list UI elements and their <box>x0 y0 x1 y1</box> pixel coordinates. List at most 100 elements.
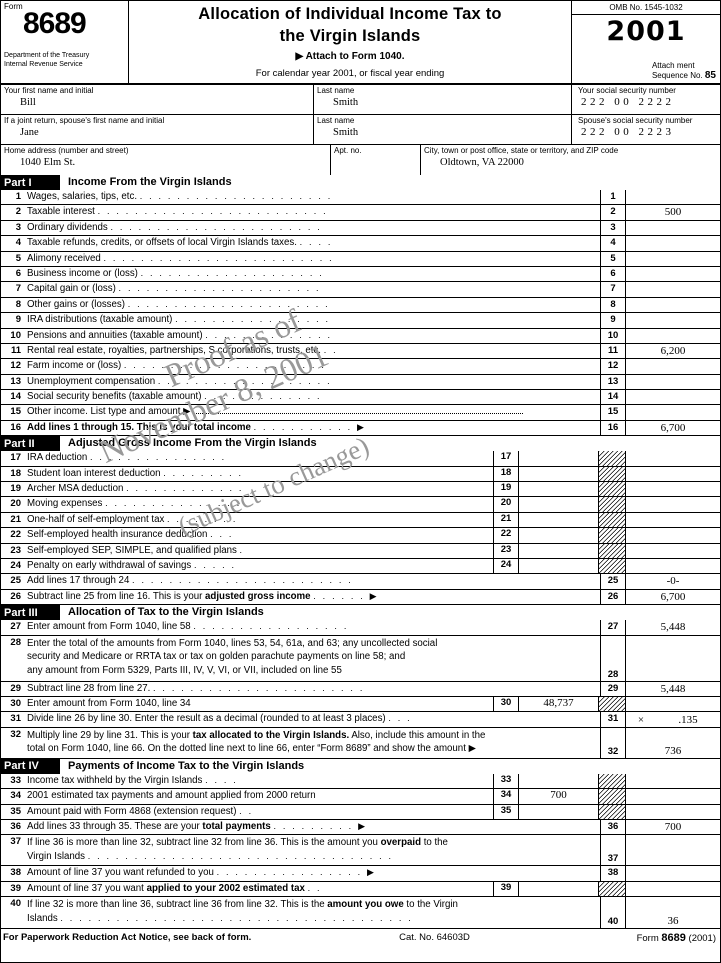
ssn-field[interactable]: Your social security number 222 00 2222 <box>572 85 720 114</box>
footer-form-number: 8689 <box>661 931 686 944</box>
shaded-cell <box>599 451 626 466</box>
line-sub-amount[interactable] <box>519 881 599 897</box>
line-box-number: 26 <box>600 589 626 605</box>
sequence-number: 85 <box>704 69 716 81</box>
line-amount[interactable]: 6,700 <box>660 421 686 434</box>
line-row: 24 Penalty on early withdrawal of savings… <box>1 558 720 575</box>
line-sub-amount[interactable] <box>519 497 599 512</box>
line-amount[interactable]: 736 <box>664 744 682 757</box>
line-text: Amount of line 37 you want applied to yo… <box>27 882 305 894</box>
home-address-label: Home address (number and street) <box>4 146 129 155</box>
line-amount[interactable]: × .135 <box>626 712 720 726</box>
line-number: 7 <box>15 283 21 295</box>
line-number: 36 <box>10 820 21 832</box>
line-row: 32 Multiply line 29 by line 31. This is … <box>1 727 720 759</box>
part-3-lines: 27 Enter amount from Form 1040, line 58 .… <box>1 620 720 759</box>
line-sub-amount[interactable] <box>519 512 599 528</box>
line-amount[interactable] <box>626 636 720 681</box>
apt-field[interactable]: Apt. no. <box>331 145 421 175</box>
first-name-label: Your first name and initial <box>4 86 94 95</box>
line-leader: . . . . . . . . . . . . . . . <box>90 452 227 463</box>
first-name-value: Bill <box>20 97 36 108</box>
taxpayer-name-row: Your first name and initial Bill Last na… <box>1 85 720 115</box>
line-description: Amount paid with Form 4868 (extension re… <box>25 805 493 819</box>
line-amount[interactable]: 5,448 <box>660 621 686 634</box>
city-field[interactable]: City, town or post office, state or terr… <box>421 145 720 175</box>
line-row: 11 Rental real estate, royalties, partner… <box>1 343 720 360</box>
line-description: Income tax withheld by the Virgin Island… <box>25 774 493 788</box>
form-header: Form 8689 Department of the Treasury Int… <box>1 1 720 85</box>
line-sub-amount[interactable] <box>519 558 599 574</box>
spouse-ssn-field[interactable]: Spouse's social security number 222 00 2… <box>572 115 720 144</box>
line-text: Self-employed health insurance deduction <box>27 529 208 541</box>
line-amount[interactable]: 500 <box>664 206 682 219</box>
line-amount[interactable]: 700 <box>664 820 682 833</box>
apt-value <box>334 155 420 157</box>
home-address-field[interactable]: Home address (number and street) 1040 El… <box>1 145 331 175</box>
line-row: 10 Pensions and annuities (taxable amount… <box>1 328 720 344</box>
line-sub-amount[interactable] <box>519 451 599 466</box>
dept-line-1: Department of the Treasury <box>4 52 90 59</box>
line-amount[interactable] <box>626 252 720 266</box>
first-name-field[interactable]: Your first name and initial Bill <box>1 85 314 114</box>
line-amount[interactable] <box>626 221 720 235</box>
line-amount[interactable]: 6,700 <box>660 590 686 603</box>
line-amount[interactable] <box>626 866 720 880</box>
line-sub-amount[interactable] <box>519 482 599 497</box>
header-form-id: Form 8689 Department of the Treasury Int… <box>1 1 129 83</box>
line-sub-amount[interactable]: 48,737 <box>519 696 599 712</box>
line-leader: . . . . . . . . . . . . . . . . . . . . <box>140 267 324 278</box>
line-leader: . . . . . . . . . . . . . . . . . <box>175 314 331 325</box>
line-amount[interactable] <box>626 375 720 389</box>
line-row: 3 Ordinary dividends . . . . . . . . . . … <box>1 220 720 237</box>
line-row: 4 Taxable refunds, credits, or offsets of… <box>1 236 720 252</box>
line-amount[interactable]: -0- <box>666 575 680 588</box>
line-row: 31 Divide line 26 by line 30. Enter the r… <box>1 712 720 728</box>
line-number: 21 <box>10 513 21 525</box>
line-description: 2001 estimated tax payments and amount a… <box>25 789 493 803</box>
line-number: 8 <box>15 298 21 310</box>
line-box-number: 11 <box>600 343 626 359</box>
line-leader: . . . . . . . . . . . . . . . . . <box>193 621 349 632</box>
line-amount[interactable] <box>626 835 720 865</box>
line-amount[interactable] <box>626 405 720 419</box>
line-amount[interactable] <box>626 190 720 204</box>
line-leader: . . . . <box>299 237 333 248</box>
other-income-blank[interactable] <box>193 413 524 415</box>
line-amount[interactable] <box>626 267 720 281</box>
line-sub-amount[interactable] <box>519 466 599 482</box>
line-amount[interactable]: 36 <box>667 915 679 928</box>
line-amount[interactable] <box>626 329 720 343</box>
line-description: Add lines 1 through 15. This is your tot… <box>25 421 600 435</box>
line-amount[interactable] <box>626 359 720 373</box>
line-leader: . . . . . . . . . . . . . . . . . . . . … <box>97 206 328 217</box>
line-amount <box>626 789 720 803</box>
line-sub-amount[interactable] <box>519 528 599 543</box>
line-leader: . <box>239 544 245 555</box>
spouse-last-name-field[interactable]: Last name Smith <box>314 115 572 144</box>
line-number: 35 <box>10 805 21 817</box>
line-description: Capital gain or (loss) . . . . . . . . .… <box>25 282 600 296</box>
spouse-first-name-field[interactable]: If a joint return, spouse's first name a… <box>1 115 314 144</box>
line-amount[interactable]: 6,200 <box>660 344 686 357</box>
line-amount <box>626 882 720 896</box>
line-amount[interactable] <box>626 313 720 327</box>
line-amount[interactable] <box>626 298 720 312</box>
line-box-number: 24 <box>493 558 519 574</box>
line-sub-amount[interactable] <box>519 773 599 789</box>
last-name-field[interactable]: Last name Smith <box>314 85 572 114</box>
line-sub-amount[interactable] <box>519 804 599 819</box>
line-number: 29 <box>10 682 21 694</box>
line-sub-amount[interactable] <box>519 543 599 558</box>
line-sub-amount[interactable]: 700 <box>519 789 599 804</box>
line-row: 12 Farm income or (loss) . . . . . . . . … <box>1 359 720 375</box>
line-number: 3 <box>15 221 21 233</box>
line-box-number: 2 <box>600 205 626 220</box>
line-box-number: 28 <box>600 635 626 681</box>
calendar-year-text: For calendar year 2001, or fiscal year e… <box>255 68 445 79</box>
line-amount[interactable]: 5,448 <box>660 682 686 695</box>
line-row: 30 Enter amount from Form 1040, line 34 30… <box>1 696 720 713</box>
line-amount[interactable] <box>626 282 720 296</box>
line-amount[interactable] <box>626 236 720 250</box>
line-amount[interactable] <box>626 390 720 404</box>
